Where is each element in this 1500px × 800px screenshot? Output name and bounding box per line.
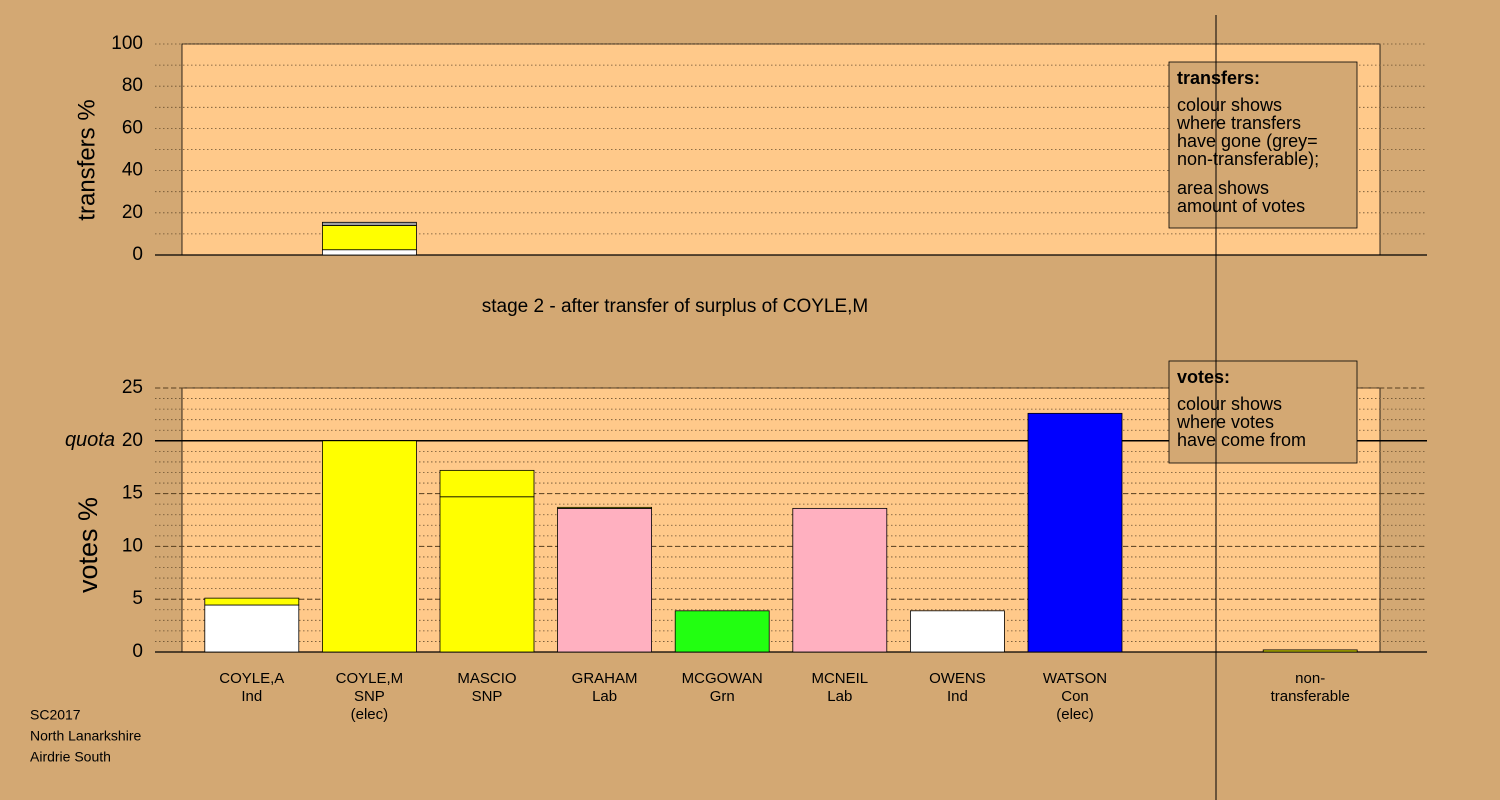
x-tick-label-line: GRAHAM: [572, 670, 638, 687]
footnote: Airdrie South: [30, 749, 111, 765]
x-tick-label-line: COYLE,M: [336, 670, 404, 687]
x-tick-label-line: WATSON: [1043, 670, 1107, 687]
bar-segment: [1262, 649, 1358, 653]
x-tick-label-line: (elec): [351, 706, 389, 723]
bar-segment: [321, 221, 417, 226]
y-tick-label: 5: [132, 588, 143, 609]
bar-segment: [439, 496, 535, 653]
y-tick-label: 20: [122, 430, 143, 451]
bar-segment: [321, 225, 417, 251]
bar-segment: [792, 507, 888, 653]
footnote: North Lanarkshire: [30, 728, 141, 744]
x-tick-label: GRAHAM Lab: [572, 670, 638, 705]
y-tick-label: 10: [122, 535, 143, 556]
footnote: SC2017: [30, 707, 81, 723]
y-tick-label: 25: [122, 377, 143, 398]
x-tick-label-line: Grn: [710, 688, 735, 705]
y-axis-label: transfers %: [73, 99, 100, 220]
quota-label: quota: [65, 429, 115, 451]
bar-segment: [204, 604, 300, 653]
x-tick-label: MCGOWAN Grn: [682, 670, 763, 705]
legend-text: colour shows: [1177, 394, 1282, 414]
x-tick-label-line: Con: [1061, 688, 1089, 705]
x-tick-label: MCNEIL Lab: [811, 670, 868, 705]
x-tick-label: COYLE,A Ind: [219, 670, 284, 705]
x-tick-label-line: MCGOWAN: [682, 670, 763, 687]
x-tick-label-line: Ind: [241, 688, 262, 705]
x-tick-label-line: (elec): [1056, 706, 1094, 723]
legend-box: [1168, 61, 1358, 229]
y-axis-label: votes %: [73, 497, 103, 593]
legend-text: amount of votes: [1177, 196, 1305, 216]
legend-box: [1168, 360, 1358, 464]
bar-segment: [321, 440, 417, 653]
x-tick-label: non-transferable: [1271, 670, 1350, 705]
legend-text: colour shows: [1177, 95, 1282, 115]
bar-segment: [439, 469, 535, 498]
y-tick-label: 15: [122, 483, 143, 504]
x-tick-label-line: non-: [1295, 670, 1325, 687]
x-tick-label-line: MCNEIL: [811, 670, 868, 687]
y-tick-label: 40: [122, 160, 143, 181]
x-tick-label-line: transferable: [1271, 688, 1350, 705]
x-tick-label-line: SNP: [472, 688, 503, 705]
legend-text: non-transferable);: [1177, 149, 1319, 169]
y-tick-label: 0: [132, 244, 143, 265]
x-tick-label-line: Lab: [827, 688, 852, 705]
legend-text: area shows: [1177, 178, 1269, 198]
y-tick-label: 0: [132, 641, 143, 662]
y-tick-label: 80: [122, 75, 143, 96]
bar-segment: [557, 507, 652, 653]
x-tick-label-line: SNP: [354, 688, 385, 705]
x-tick-label: COYLE,M SNP (elec): [336, 670, 404, 723]
bar-segment: [321, 249, 417, 256]
bar-segment: [674, 610, 770, 653]
x-tick-label: OWENS Ind: [929, 670, 986, 705]
bar-segment: [204, 597, 300, 606]
y-tick-label: 20: [122, 202, 143, 223]
y-tick-label: 100: [111, 33, 143, 54]
x-tick-label: WATSON Con (elec): [1043, 670, 1107, 723]
legend-title: transfers:: [1177, 68, 1260, 88]
x-tick-label: MASCIO SNP: [457, 670, 516, 705]
bar-segment: [910, 610, 1005, 653]
x-tick-label-line: Lab: [592, 688, 617, 705]
y-tick-label: 60: [122, 117, 143, 138]
legend-text: have gone (grey=: [1177, 131, 1318, 151]
x-tick-label-line: MASCIO: [457, 670, 516, 687]
chart-title: stage 2 - after transfer of surplus of C…: [482, 296, 869, 317]
legend-text: have come from: [1177, 430, 1306, 450]
bar-segment: [557, 506, 652, 509]
x-tick-label-line: OWENS: [929, 670, 986, 687]
legend-text: where votes: [1176, 412, 1274, 432]
legend-title: votes:: [1177, 367, 1230, 387]
x-tick-label-line: COYLE,A: [219, 670, 284, 687]
x-tick-label-line: Ind: [947, 688, 968, 705]
bar-segment: [1027, 412, 1123, 653]
legend-text: where transfers: [1176, 113, 1301, 133]
